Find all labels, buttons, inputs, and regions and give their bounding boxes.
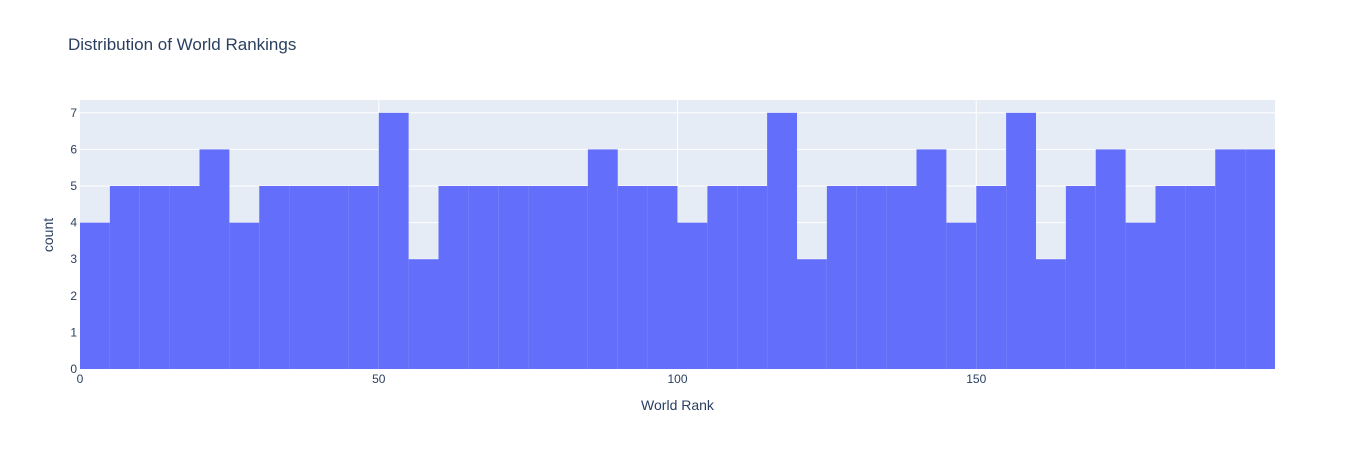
y-axis-ticks: 0 1 2 3 4 5 6 7: [70, 106, 77, 376]
histogram-bar: [826, 186, 857, 369]
y-tick-label: 0: [70, 362, 77, 376]
histogram-bar: [737, 186, 768, 369]
y-tick-label: 3: [70, 252, 77, 266]
histogram-bar: [1006, 112, 1036, 370]
histogram-bar: [169, 186, 200, 369]
y-tick-label: 7: [70, 106, 77, 120]
histogram-bar: [797, 259, 827, 369]
histogram-bar: [707, 186, 738, 369]
histogram-bar: [916, 149, 947, 369]
histogram-bar: [558, 186, 588, 369]
histogram-bar: [498, 186, 529, 369]
histogram-bar: [856, 186, 887, 369]
histogram-bar: [259, 186, 290, 369]
histogram-bar: [1215, 149, 1246, 369]
histogram-bar: [528, 186, 558, 369]
histogram-bar: [408, 259, 439, 369]
histogram-bar: [378, 112, 409, 370]
chart-title: Distribution of World Rankings: [68, 35, 296, 54]
histogram-bar: [587, 149, 618, 369]
histogram-bar: [1065, 186, 1096, 369]
x-tick-label: 0: [77, 372, 84, 386]
x-tick-label: 100: [667, 372, 687, 386]
y-tick-label: 2: [70, 289, 77, 303]
histogram-bar: [199, 149, 230, 369]
histogram-bar: [1125, 222, 1156, 369]
y-tick-label: 5: [70, 179, 77, 193]
histogram-bar: [438, 186, 469, 369]
y-axis-title: count: [40, 218, 56, 252]
histogram-bar: [767, 112, 797, 370]
histogram-bar: [468, 186, 499, 369]
histogram-bar: [1095, 149, 1126, 369]
bars: [80, 112, 1275, 370]
histogram-bar: [109, 186, 140, 369]
histogram-bar: [1245, 149, 1275, 369]
histogram-bar: [1036, 259, 1066, 369]
x-tick-label: 50: [372, 372, 386, 386]
histogram-bar: [348, 186, 379, 369]
histogram-bar: [617, 186, 648, 369]
y-tick-label: 6: [70, 142, 77, 156]
x-axis-ticks: 0 50 100 150: [77, 372, 987, 386]
histogram-bar: [319, 186, 349, 369]
x-axis-title: World Rank: [641, 397, 715, 413]
histogram-bar: [1155, 186, 1186, 369]
histogram-bar: [647, 186, 678, 369]
histogram-bar: [677, 222, 708, 369]
histogram-bar: [976, 186, 1007, 369]
histogram-bar: [80, 222, 110, 369]
histogram-bar: [886, 186, 917, 369]
histogram-bar: [289, 186, 319, 369]
y-tick-label: 1: [70, 325, 77, 339]
x-tick-label: 150: [966, 372, 986, 386]
y-tick-label: 4: [70, 216, 77, 230]
histogram-bar: [1185, 186, 1216, 369]
histogram-bar: [139, 186, 170, 369]
histogram-bar: [946, 222, 977, 369]
histogram-bar: [229, 222, 260, 369]
